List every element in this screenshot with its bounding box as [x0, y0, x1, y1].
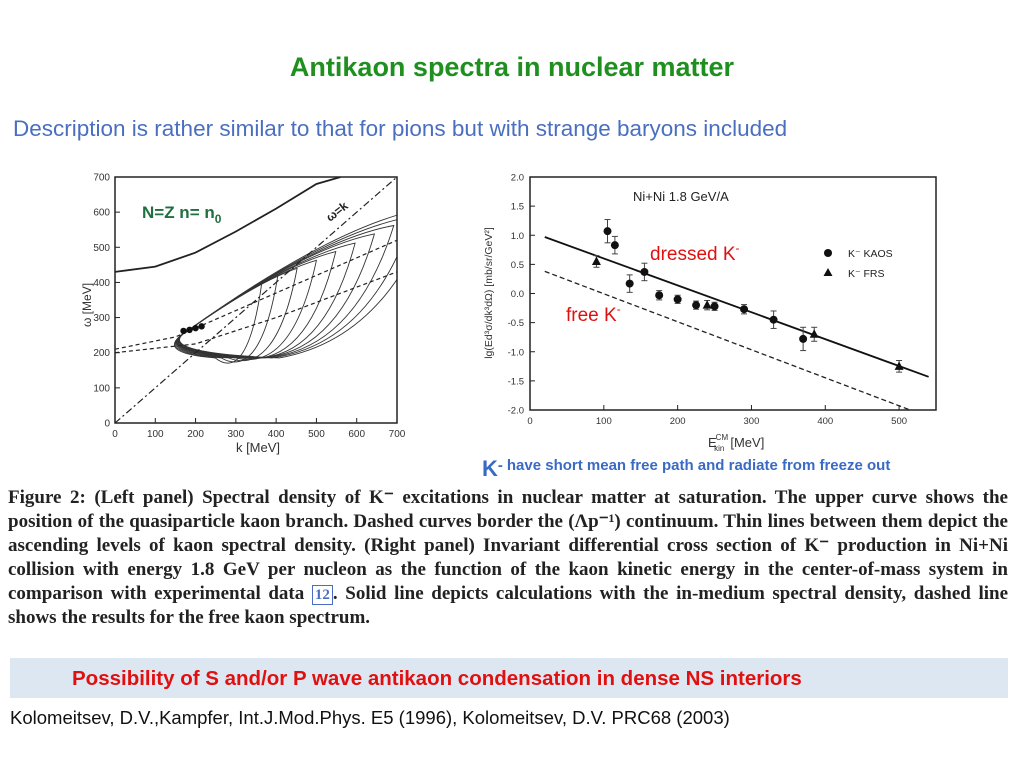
left-x-tick-label: 100 — [147, 429, 164, 440]
kminus-note-text: have short mean free path and radiate fr… — [506, 457, 891, 474]
kaos-data-point — [769, 315, 778, 324]
right-chart-lines — [544, 236, 929, 410]
left-x-tick-label: 500 — [308, 429, 325, 440]
frs-data-point — [591, 256, 601, 265]
kaos-data-point — [799, 334, 808, 343]
right-x-tick-label: 200 — [670, 416, 686, 427]
right-x-tick-label: 0 — [527, 416, 532, 427]
right-chart-frame — [529, 176, 937, 411]
right-y-tick-label: 1.0 — [511, 231, 524, 242]
dressed-k-label: dressed K- — [650, 241, 740, 265]
left-contour-line — [177, 233, 376, 359]
slide-title: Antikaon spectra in nuclear matter — [289, 52, 735, 82]
kaos-data-point — [610, 241, 619, 250]
left-chart-density-annotation: N=Z n= n0 — [142, 203, 222, 226]
right-x-tick-label: 300 — [744, 416, 760, 427]
frs-data-point — [894, 361, 904, 370]
right-x-tick-label: 500 — [891, 416, 907, 427]
omega-equals-k-label: ω=k — [323, 198, 351, 224]
left-x-tick-label: 600 — [348, 429, 365, 440]
right-y-tick-label: 0.5 — [511, 260, 524, 271]
free-k-line — [544, 270, 913, 410]
left-chart-y-label: ω [MeV] — [80, 283, 94, 327]
references-line: Kolomeitsev, D.V.,Kampfer, Int.J.Mod.Phy… — [10, 707, 730, 728]
left-chart-frame — [114, 176, 398, 424]
kminus-note-k: K — [482, 456, 498, 481]
right-y-tick-label: 0.0 — [511, 289, 524, 300]
kaos-data-point — [740, 305, 749, 314]
right-chart-x-ticks: 0 100 200 300 400 500 — [527, 405, 907, 427]
left-y-tick-label: 100 — [93, 383, 110, 394]
kaos-data-point — [692, 301, 701, 310]
right-y-tick-label: -2.0 — [508, 406, 524, 417]
left-contour-line — [178, 219, 397, 359]
left-marker-point — [186, 326, 193, 334]
condensation-banner-text: Possibility of S and/or P wave antikaon … — [72, 667, 802, 690]
free-k-label: free K- — [566, 302, 621, 326]
right-chart-points — [591, 219, 904, 373]
slide-subtitle: Description is rather similar to that fo… — [13, 116, 788, 141]
legend-kaos-marker — [824, 249, 832, 257]
caption-part-2: . Solid line depicts calculations with t… — [8, 583, 1009, 628]
left-x-tick-label: 400 — [268, 429, 285, 440]
frs-data-point — [702, 300, 712, 309]
kaos-data-point — [655, 291, 664, 300]
right-x-tick-label: 400 — [817, 416, 833, 427]
left-series-line — [115, 177, 397, 423]
right-y-tick-label: 1.5 — [511, 202, 524, 213]
left-marker-point — [180, 327, 187, 335]
left-marker-point — [198, 323, 205, 330]
legend-kaos-label: K⁻ KAOS — [848, 248, 893, 260]
kaos-data-point — [625, 279, 634, 288]
left-y-tick-label: 600 — [93, 208, 110, 219]
left-marker-point — [192, 324, 199, 332]
right-y-tick-label: 2.0 — [511, 173, 524, 184]
left-chart-y-ticks: 700 600 500 400 300 200 100 0 — [93, 173, 120, 430]
right-chart-y-label: lg(Ed³σ/dk³dΩ) [mb/sr/GeV²] — [483, 227, 495, 359]
left-y-tick-label: 200 — [93, 348, 110, 359]
left-x-tick-label: 200 — [187, 429, 204, 440]
left-x-tick-label: 300 — [228, 429, 245, 440]
kaos-data-point — [673, 295, 682, 304]
left-x-tick-label: 0 — [112, 429, 118, 440]
right-y-tick-label: -1.0 — [508, 347, 524, 358]
kminus-note-sup: - — [497, 457, 503, 474]
kaos-data-point — [710, 302, 719, 311]
right-y-tick-label: -0.5 — [508, 318, 524, 329]
left-series-line — [115, 177, 341, 273]
right-chart-plot-title: Ni+Ni 1.8 GeV/A — [633, 189, 729, 204]
frs-data-point — [809, 329, 819, 338]
right-cross-section-chart: 2.0 1.5 1.0 0.5 0.0 -0.5 -1.0 -1.5 -2.0 0 100 200 3… — [483, 173, 937, 453]
figure-caption: Figure 2: (Left panel) Spectral density … — [8, 486, 1008, 630]
left-upper-continuum-border — [115, 239, 397, 350]
left-x-tick-label: 700 — [389, 429, 406, 440]
right-x-tick-label: 100 — [596, 416, 612, 427]
left-chart-series — [115, 177, 397, 423]
left-contour-line — [177, 242, 356, 359]
left-contour-line — [179, 214, 397, 359]
right-chart-y-ticks: 2.0 1.5 1.0 0.5 0.0 -0.5 -1.0 -1.5 -2.0 — [508, 173, 535, 417]
right-y-tick-label: -1.5 — [508, 376, 524, 387]
legend-frs-marker — [823, 268, 833, 276]
legend-frs-label: K⁻ FRS — [848, 268, 884, 280]
kaos-data-point — [603, 227, 612, 236]
right-chart-x-label: ECM kin [MeV] — [708, 433, 764, 453]
left-y-tick-label: 0 — [104, 419, 110, 430]
kminus-note: K-have short mean free path and radiate … — [482, 456, 890, 482]
kaos-data-point — [640, 267, 649, 276]
left-y-tick-label: 700 — [93, 173, 110, 184]
left-spectral-density-chart: 700 600 500 400 300 200 100 0 0 100 200 300 400 500 6… — [80, 173, 406, 456]
left-chart-x-ticks: 0 100 200 300 400 500 600 700 — [112, 418, 406, 440]
condensation-banner — [10, 658, 1008, 698]
left-chart-contours — [174, 214, 397, 364]
left-chart-x-label: k [MeV] — [236, 440, 280, 455]
left-y-tick-label: 500 — [93, 243, 110, 254]
dressed-k-line — [544, 236, 929, 378]
left-y-tick-label: 400 — [93, 278, 110, 289]
left-y-tick-label: 300 — [93, 313, 110, 324]
caption-part-1: Figure 2: (Left panel) Spectral density … — [8, 487, 1008, 604]
left-contour-line — [174, 283, 263, 364]
caption-reference-link[interactable]: 12 — [311, 585, 333, 605]
